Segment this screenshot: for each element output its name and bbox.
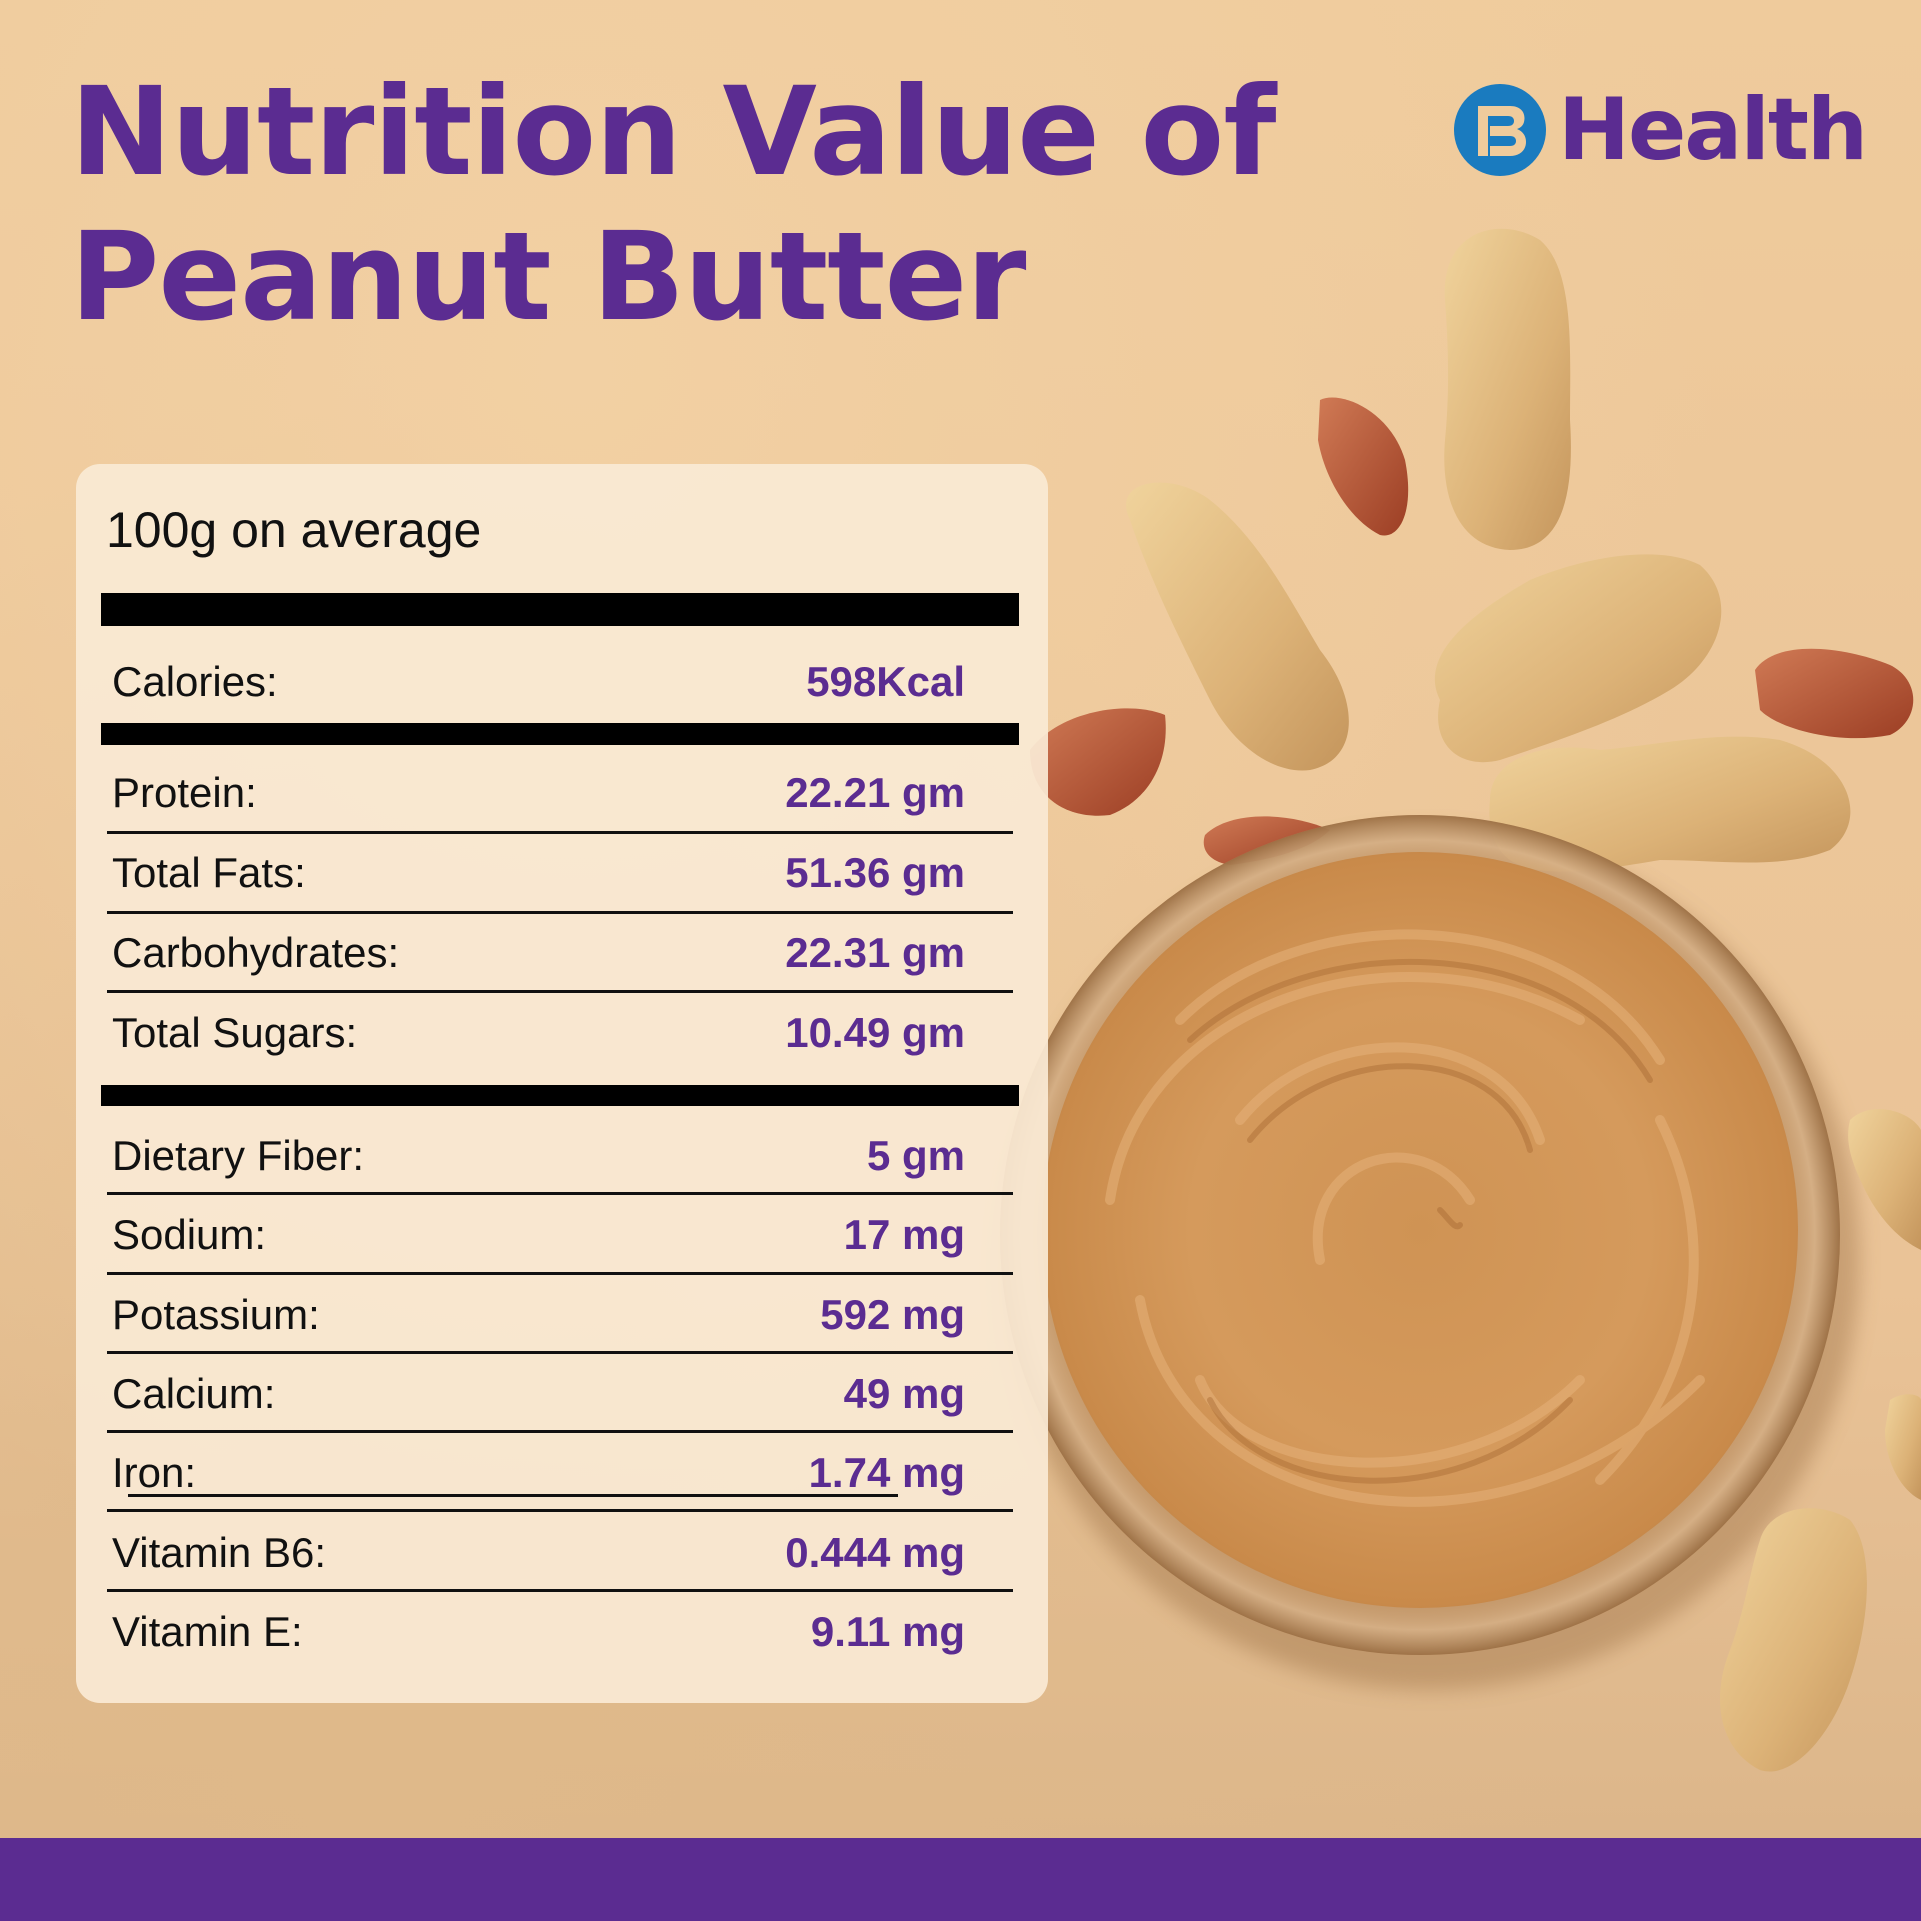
title-line-2: Peanut Butter [70, 206, 1026, 348]
nutrient-value: 592 mg [820, 1291, 965, 1338]
nutrient-label: Vitamin B6: [112, 1529, 326, 1576]
nutrient-value: 22.21 gm [785, 769, 965, 816]
footer-band [0, 1838, 1921, 1921]
nutrient-label: Protein: [112, 769, 257, 816]
nutrient-label: Total Fats: [112, 849, 306, 896]
nutrient-value: 51.36 gm [785, 849, 965, 896]
divider-thin [107, 1430, 1013, 1433]
nutrient-value: 9.11 mg [810, 1608, 965, 1655]
divider-thin [107, 990, 1013, 993]
nutrient-label: Carbohydrates: [112, 929, 400, 976]
divider-thin [107, 1351, 1013, 1354]
nutrition-card [76, 464, 1048, 1703]
calories-value: 598Kcal [806, 658, 965, 705]
nutrient-value: 49 mg [843, 1370, 965, 1417]
nutrient-label: Dietary Fiber: [112, 1132, 365, 1179]
nutrient-value: 17 mg [843, 1211, 965, 1258]
nutrient-label: Iron: [112, 1449, 197, 1496]
calories-label: Calories: [112, 658, 278, 705]
bajaj-finserv-b-logo-icon [1454, 84, 1546, 176]
divider-thin [107, 1509, 1013, 1512]
nutrient-value: 22.31 gm [785, 929, 965, 976]
serving-size: 100g on average [106, 502, 482, 558]
nutrient-value: 5 gm [866, 1132, 965, 1179]
divider-thick [101, 1085, 1019, 1106]
stray-underline [128, 1494, 898, 1497]
nutrient-value: 10.49 gm [785, 1009, 965, 1056]
divider-thin [107, 1272, 1013, 1275]
divider-thin [107, 1192, 1013, 1195]
nutrient-label: Sodium: [112, 1211, 267, 1258]
nutrient-label: Calcium: [112, 1370, 276, 1417]
nutrient-value: 1.74 mg [808, 1449, 965, 1496]
page-title: Nutrition Value of Peanut Butter [70, 60, 1276, 350]
nutrient-label: Vitamin E: [112, 1608, 303, 1655]
nutrient-label: Total Sugars: [112, 1009, 358, 1056]
divider-thin [107, 911, 1013, 914]
divider-thin [107, 831, 1013, 834]
divider-thick [101, 723, 1019, 745]
nutrient-value: 0.444 mg [785, 1529, 965, 1576]
brand-name: Health [1558, 80, 1868, 180]
divider-thick [101, 593, 1019, 626]
brand-logo: Health [1454, 80, 1868, 180]
nutrient-label: Potassium: [112, 1291, 320, 1338]
title-line-1: Nutrition Value of [70, 61, 1276, 203]
divider-thin [107, 1589, 1013, 1592]
